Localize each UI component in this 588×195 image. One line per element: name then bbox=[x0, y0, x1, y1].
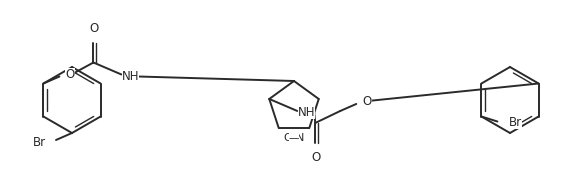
Text: N: N bbox=[296, 133, 304, 143]
Text: O: O bbox=[283, 133, 292, 143]
Text: N: N bbox=[300, 106, 308, 116]
Text: O: O bbox=[362, 96, 372, 108]
Text: Br: Br bbox=[509, 116, 522, 129]
Text: —: — bbox=[289, 133, 299, 143]
Text: Br: Br bbox=[33, 136, 46, 149]
Text: O: O bbox=[312, 151, 321, 164]
Text: NH: NH bbox=[122, 70, 139, 83]
Text: O: O bbox=[65, 68, 75, 81]
Text: O: O bbox=[90, 21, 99, 35]
Text: NH: NH bbox=[298, 106, 315, 120]
